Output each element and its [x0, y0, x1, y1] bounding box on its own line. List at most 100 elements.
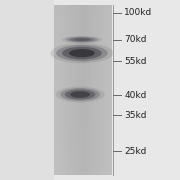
Bar — [85, 5, 86, 175]
Bar — [82, 5, 83, 175]
Bar — [70, 5, 71, 175]
Bar — [111, 5, 112, 175]
Bar — [54, 14, 112, 18]
Bar — [54, 132, 112, 137]
Bar — [92, 5, 93, 175]
Bar — [80, 5, 81, 175]
Text: 55kd: 55kd — [124, 57, 147, 66]
Bar — [54, 82, 112, 86]
Bar — [107, 5, 108, 175]
Bar — [54, 128, 112, 132]
Ellipse shape — [66, 37, 98, 42]
Bar — [54, 39, 112, 44]
Bar — [54, 137, 112, 141]
Ellipse shape — [50, 43, 114, 63]
Ellipse shape — [69, 49, 95, 57]
Bar — [73, 5, 74, 175]
Bar — [59, 5, 60, 175]
Bar — [96, 5, 97, 175]
Bar — [54, 5, 55, 175]
Bar — [54, 141, 112, 145]
Bar — [79, 5, 80, 175]
Bar — [54, 56, 112, 60]
Bar — [88, 5, 89, 175]
Bar — [54, 31, 112, 35]
Bar — [54, 115, 112, 120]
Bar — [54, 107, 112, 111]
Bar — [54, 145, 112, 149]
Bar — [81, 5, 82, 175]
Bar — [54, 86, 112, 90]
Bar — [54, 65, 112, 69]
Text: 35kd: 35kd — [124, 111, 147, 120]
Bar — [69, 5, 70, 175]
Ellipse shape — [74, 38, 90, 41]
Bar — [54, 22, 112, 27]
Text: 70kd: 70kd — [124, 35, 147, 44]
Bar — [54, 60, 112, 65]
Bar — [86, 5, 87, 175]
Bar — [100, 5, 101, 175]
Bar — [54, 5, 112, 10]
Bar — [54, 149, 112, 153]
Ellipse shape — [69, 37, 94, 42]
Bar — [65, 5, 66, 175]
Bar — [54, 10, 112, 14]
Bar — [77, 5, 78, 175]
Bar — [87, 5, 88, 175]
Bar — [108, 5, 109, 175]
Ellipse shape — [60, 88, 100, 101]
Ellipse shape — [56, 45, 108, 61]
Bar — [94, 5, 95, 175]
Ellipse shape — [56, 87, 105, 102]
Bar — [103, 5, 104, 175]
Bar — [57, 5, 58, 175]
Bar — [54, 98, 112, 103]
Bar — [98, 5, 99, 175]
Bar — [83, 5, 84, 175]
Bar — [104, 5, 105, 175]
Bar — [54, 162, 112, 166]
Bar — [54, 44, 112, 48]
Bar — [84, 5, 85, 175]
Text: 25kd: 25kd — [124, 147, 147, 156]
Bar — [78, 5, 79, 175]
Text: 40kd: 40kd — [124, 91, 147, 100]
Bar — [76, 5, 77, 175]
Bar — [54, 35, 112, 39]
Bar — [54, 124, 112, 128]
Bar — [56, 5, 57, 175]
Bar — [71, 5, 72, 175]
Bar — [54, 52, 112, 56]
Bar — [54, 77, 112, 82]
Ellipse shape — [70, 91, 90, 98]
Ellipse shape — [62, 47, 102, 59]
Bar — [97, 5, 98, 175]
Bar — [54, 5, 112, 175]
Bar — [66, 5, 68, 175]
Ellipse shape — [62, 36, 102, 43]
Bar — [54, 18, 112, 22]
Bar — [61, 5, 62, 175]
Bar — [91, 5, 92, 175]
Bar — [58, 5, 59, 175]
Bar — [75, 5, 76, 175]
Text: 100kd: 100kd — [124, 8, 152, 17]
Bar — [62, 5, 63, 175]
Bar — [93, 5, 94, 175]
Bar — [110, 5, 111, 175]
Bar — [64, 5, 65, 175]
Bar — [54, 158, 112, 162]
Bar — [54, 111, 112, 115]
Bar — [54, 103, 112, 107]
Bar — [54, 73, 112, 77]
Ellipse shape — [65, 90, 95, 100]
Bar — [54, 170, 112, 175]
Bar — [102, 5, 103, 175]
Bar — [72, 5, 73, 175]
Bar — [54, 90, 112, 94]
Bar — [68, 5, 69, 175]
Bar — [74, 5, 75, 175]
Bar — [54, 48, 112, 52]
Bar — [0, 0, 54, 180]
